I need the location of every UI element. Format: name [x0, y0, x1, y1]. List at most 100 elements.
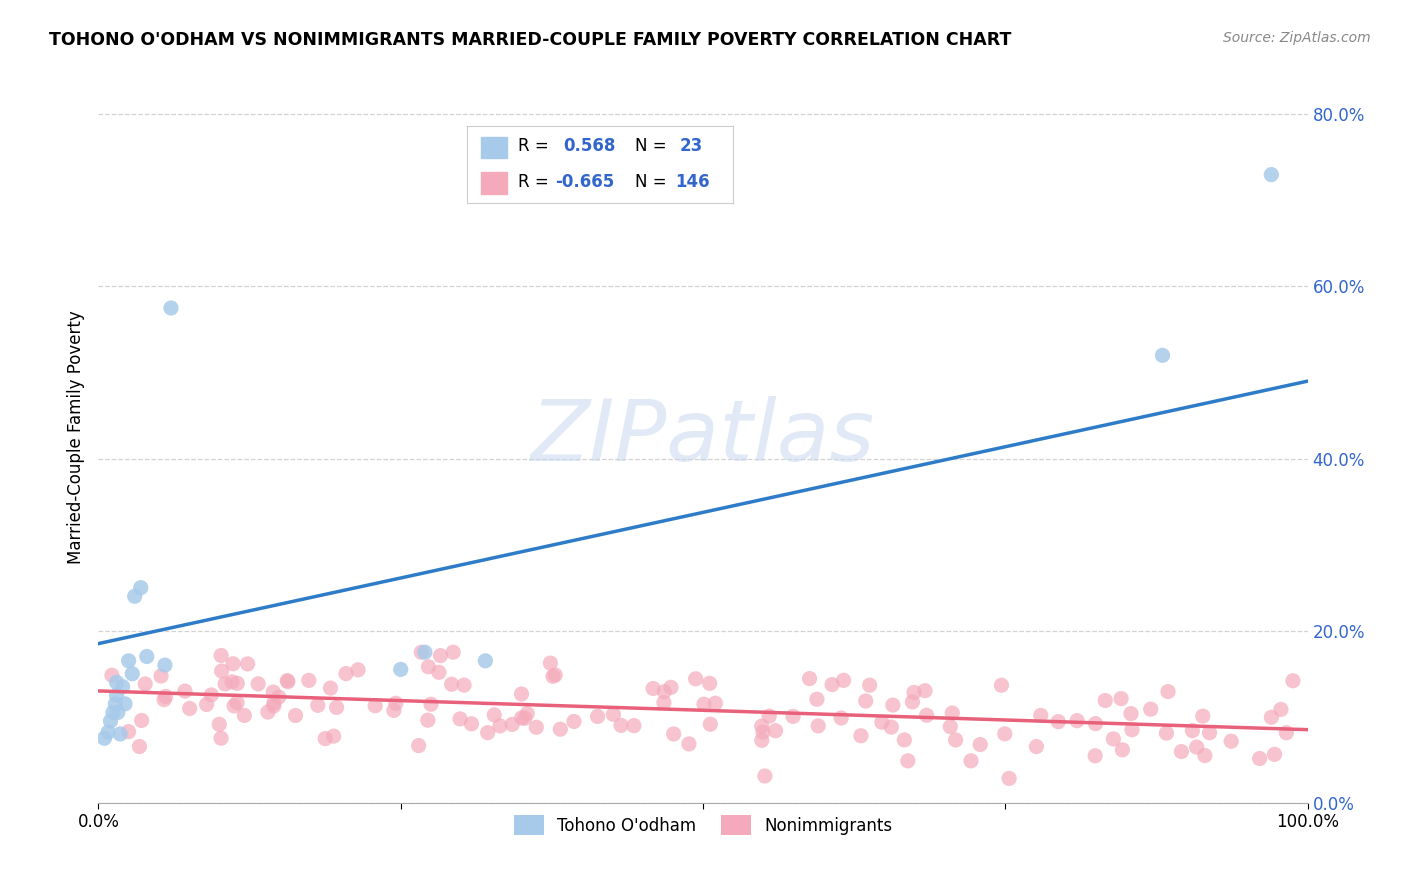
Text: TOHONO O'ODHAM VS NONIMMIGRANTS MARRIED-COUPLE FAMILY POVERTY CORRELATION CHART: TOHONO O'ODHAM VS NONIMMIGRANTS MARRIED-… — [49, 31, 1011, 49]
Point — [382, 703, 405, 717]
Point — [347, 663, 370, 677]
Point — [1094, 693, 1116, 707]
Point — [751, 719, 773, 733]
Point — [209, 731, 232, 746]
Text: Source: ZipAtlas.com: Source: ZipAtlas.com — [1223, 31, 1371, 45]
Point — [325, 700, 347, 714]
Point — [1220, 734, 1243, 748]
Point — [174, 684, 197, 698]
Point — [1260, 710, 1282, 724]
Point — [562, 714, 585, 729]
Point — [941, 706, 963, 720]
Point — [277, 674, 299, 689]
Point — [236, 657, 259, 671]
Point — [233, 708, 256, 723]
Point — [222, 698, 245, 713]
Point — [1185, 740, 1208, 755]
Point — [257, 705, 280, 719]
Point — [263, 698, 285, 713]
Point — [1170, 745, 1192, 759]
Point — [453, 678, 475, 692]
Point — [150, 669, 173, 683]
Point — [418, 660, 440, 674]
Point — [114, 697, 136, 711]
Point — [693, 698, 716, 712]
Point — [990, 678, 1012, 692]
Point — [385, 696, 408, 710]
Point — [105, 675, 128, 690]
Point — [1029, 708, 1052, 723]
Point — [1121, 723, 1143, 737]
Point — [209, 648, 232, 663]
Point — [659, 681, 682, 695]
Point — [1111, 743, 1133, 757]
Point — [513, 711, 536, 725]
Point — [699, 676, 721, 690]
Point — [262, 685, 284, 699]
Point — [226, 696, 249, 710]
Point — [897, 754, 920, 768]
Point — [870, 715, 893, 730]
Point — [118, 654, 141, 668]
Legend: Tohono O'odham, Nonimmigrants: Tohono O'odham, Nonimmigrants — [508, 808, 898, 842]
Point — [322, 729, 344, 743]
Point — [460, 716, 482, 731]
Point — [105, 688, 128, 702]
Point — [1102, 731, 1125, 746]
Point — [623, 718, 645, 732]
Point — [160, 301, 183, 315]
Point — [101, 668, 124, 682]
Point — [586, 709, 609, 723]
Point — [880, 720, 903, 734]
Point — [179, 701, 201, 715]
Point — [124, 589, 146, 603]
Point — [1084, 716, 1107, 731]
Point — [335, 666, 357, 681]
Point — [449, 712, 471, 726]
Point — [319, 681, 342, 695]
Point — [411, 645, 433, 659]
Point — [1139, 702, 1161, 716]
Point — [685, 672, 707, 686]
Point — [195, 698, 218, 712]
Point — [200, 688, 222, 702]
Point — [247, 677, 270, 691]
Point — [914, 683, 936, 698]
Point — [893, 732, 915, 747]
Point — [782, 709, 804, 723]
Point — [994, 727, 1017, 741]
Point — [489, 719, 512, 733]
Point — [516, 706, 538, 721]
Point — [1198, 725, 1220, 739]
Point — [1084, 748, 1107, 763]
Point — [284, 708, 307, 723]
Point — [135, 649, 157, 664]
Point — [427, 665, 450, 680]
Point — [807, 719, 830, 733]
Point — [855, 694, 877, 708]
Point — [602, 707, 624, 722]
Point — [1152, 348, 1174, 362]
Point — [226, 676, 249, 690]
Point — [1025, 739, 1047, 754]
Point — [1194, 748, 1216, 763]
Point — [704, 696, 727, 710]
Point — [128, 739, 150, 754]
Point — [1047, 714, 1070, 729]
Point — [859, 678, 882, 692]
Point — [104, 697, 127, 711]
Point — [754, 769, 776, 783]
Point — [699, 717, 721, 731]
Point — [751, 733, 773, 747]
Point — [998, 772, 1021, 786]
Point — [1275, 725, 1298, 739]
Point — [662, 727, 685, 741]
Point — [408, 739, 430, 753]
Point — [364, 698, 387, 713]
Point — [108, 727, 131, 741]
Point — [765, 723, 787, 738]
Point — [945, 733, 967, 747]
Point — [97, 725, 120, 739]
Point — [524, 720, 547, 734]
Point — [510, 711, 533, 725]
